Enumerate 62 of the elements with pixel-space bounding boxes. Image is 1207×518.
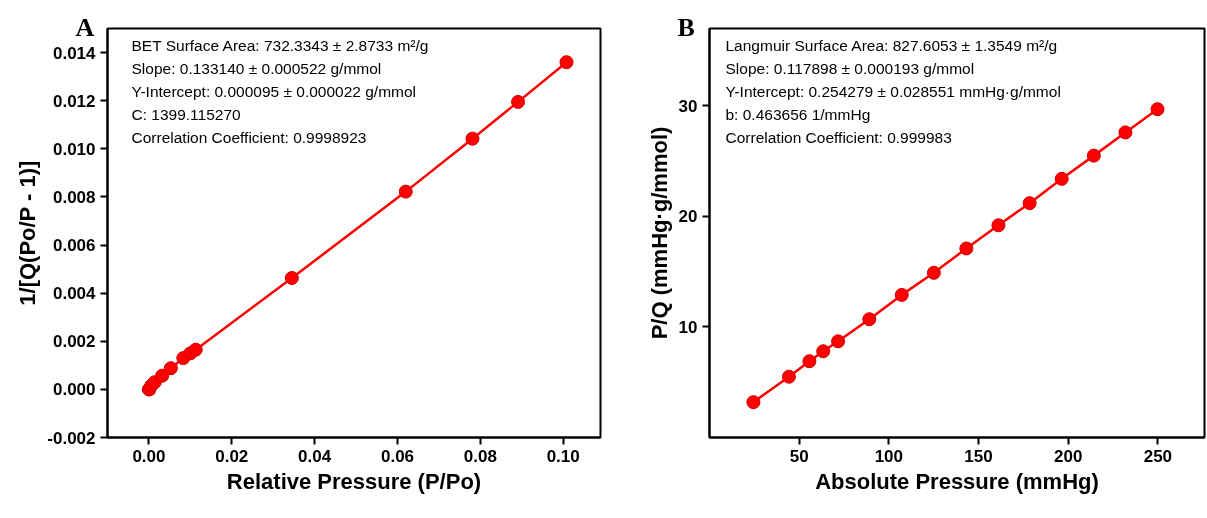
point [284, 271, 299, 285]
point [862, 312, 877, 327]
point [816, 344, 831, 359]
annotation: Slope: 0.133140 ± 0.000522 g/mmol [131, 59, 382, 77]
annotation: C: 1399.115270 [131, 106, 242, 124]
point [746, 395, 761, 410]
point [398, 184, 413, 199]
x-tick-label: 0.02 [215, 446, 249, 466]
annotation: Langmuir Surface Area: 827.6053 ± 1.3549 m²/g [725, 36, 1058, 54]
x-tick-label: 0.06 [380, 446, 415, 466]
annotation: Y-Intercept: 0.254279 ± 0.028551 mmHg·g/mmol [725, 82, 1061, 100]
y-tick-label: 0.000 [52, 380, 96, 400]
point [163, 361, 178, 376]
point [894, 287, 909, 302]
y-tick-label: 10 [678, 317, 698, 337]
y-tick-label: 0.010 [52, 139, 96, 159]
y-tick-label: 0.014 [52, 43, 97, 63]
point [802, 354, 817, 369]
x-tick-label: 50 [789, 446, 809, 466]
point [465, 131, 480, 146]
point [559, 55, 574, 70]
x-tick-label: 100 [874, 446, 904, 466]
annotation: Correlation Coefficient: 0.999983 [725, 129, 952, 147]
x-tick-label: 200 [1054, 446, 1083, 466]
y-axis-title: 1/[Q(Po/P - 1)] [15, 160, 41, 306]
annotation: Slope: 0.117898 ± 0.000193 g/mmol [725, 59, 975, 77]
annotation: b: 0.463656 1/mmHg [725, 106, 871, 124]
y-tick-label: -0.002 [47, 428, 96, 448]
point [511, 94, 526, 109]
y-tick-label: 0.004 [52, 284, 97, 304]
point [188, 342, 203, 357]
annotation: Y-Intercept: 0.000095 ± 0.000022 g/mmol [131, 82, 417, 100]
point [926, 265, 941, 280]
x-tick-label: 150 [964, 446, 993, 466]
x-axis-title: Relative Pressure (P/Po) [226, 468, 482, 494]
y-tick-label: 0.006 [52, 236, 96, 256]
chart-title: B [677, 12, 695, 42]
x-axis-title: Absolute Pressure (mmHg) [815, 468, 1099, 494]
point [781, 369, 796, 384]
point [959, 241, 974, 256]
point [1054, 171, 1069, 186]
point [991, 218, 1006, 233]
x-tick-label: 0.10 [546, 446, 580, 466]
x-tick-label: 0.00 [132, 446, 166, 466]
point [1086, 148, 1101, 163]
point [155, 368, 170, 383]
y-tick-label: 20 [678, 207, 698, 227]
y-tick-label: 30 [678, 96, 698, 116]
y-tick-label: 0.012 [52, 91, 96, 111]
y-tick-label: 0.002 [52, 332, 96, 352]
chart-title: A [75, 12, 95, 42]
x-tick-label: 0.08 [463, 446, 497, 466]
point [1118, 125, 1133, 140]
annotation: BET Surface Area: 732.3343 ± 2.8733 m²/g [131, 36, 429, 54]
x-tick-label: 250 [1143, 446, 1173, 466]
y-axis-title: P/Q (mmHg·g/mmol) [646, 126, 672, 340]
point [1150, 102, 1165, 117]
annotation: Correlation Coefficient: 0.9998923 [131, 129, 367, 147]
point [831, 334, 846, 349]
x-tick-label: 0.04 [298, 446, 332, 466]
y-tick-label: 0.008 [52, 187, 96, 207]
point [1022, 196, 1037, 211]
